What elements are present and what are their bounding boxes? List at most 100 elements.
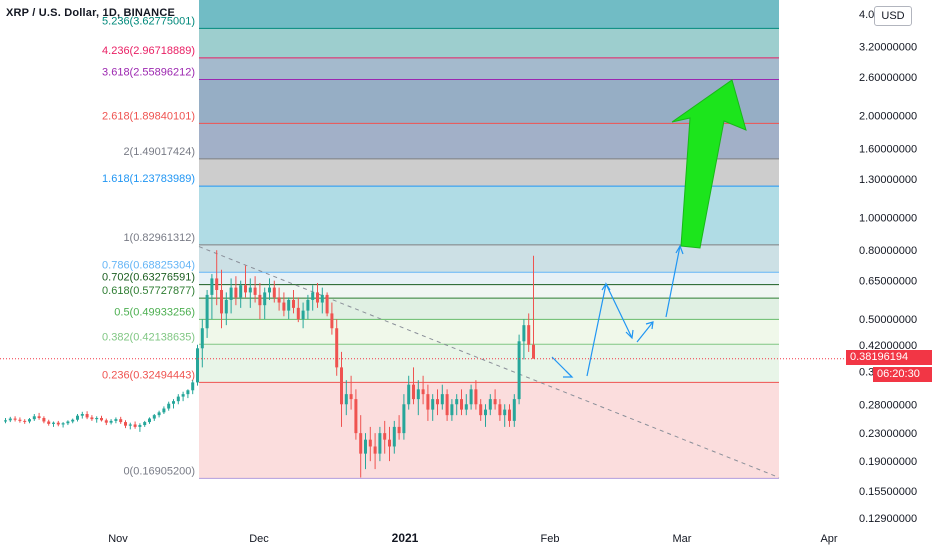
candle-body	[450, 404, 454, 416]
fib-level-label: 0.236(0.32494443)	[102, 369, 195, 381]
candle-body	[61, 423, 65, 425]
candle-body	[143, 422, 147, 426]
time-tick-label: Dec	[249, 533, 269, 545]
fib-level-label: 4.236(2.96718889)	[102, 45, 195, 57]
candle-body	[383, 433, 387, 440]
candle-body	[23, 420, 27, 422]
candles	[4, 250, 535, 478]
candle-body	[440, 394, 444, 405]
price-tick-label: 0.50000000	[859, 314, 917, 326]
candle-body	[47, 421, 51, 424]
candle-body	[436, 399, 439, 405]
candle-body	[344, 394, 348, 405]
candle-body	[292, 299, 295, 308]
candle-body	[90, 417, 94, 420]
trendline	[198, 246, 780, 478]
price-tick-label: 4.0	[859, 9, 874, 21]
candle-body	[133, 424, 137, 427]
fib-level-label: 2(1.49017424)	[123, 146, 195, 158]
candle-body	[316, 292, 319, 303]
candle-body	[181, 394, 185, 397]
candle-body	[80, 414, 84, 416]
candle-body	[464, 404, 468, 410]
fib-level-label: 0.5(0.49933256)	[114, 306, 195, 318]
fib-zone	[199, 244, 779, 273]
candle-body	[402, 404, 406, 434]
fib-level-label: 0.702(0.63276591)	[102, 272, 195, 284]
candle-body	[455, 399, 459, 405]
candle-body	[498, 404, 502, 416]
candle-body	[4, 420, 7, 422]
candle-body	[397, 426, 401, 434]
fib-zone	[199, 123, 779, 159]
candle-body	[205, 294, 209, 329]
fib-level-label: 0(0.16905200)	[123, 465, 195, 477]
projection-path	[551, 244, 684, 378]
price-tick-label: 0.42000000	[859, 340, 917, 352]
price-tick-label: 2.60000000	[859, 72, 917, 84]
last-price-tag: 0.38196194	[850, 351, 909, 363]
last-price-tag-bg	[846, 350, 932, 365]
fib-zone	[199, 298, 779, 320]
candle-body	[128, 424, 132, 426]
fib-zone	[199, 272, 779, 285]
currency-button[interactable]: USD	[874, 6, 912, 26]
symbol-title: XRP / U.S. Dollar, 1D, BINANCE	[6, 7, 176, 19]
projection-arrowhead	[563, 370, 574, 378]
candle-body	[493, 399, 497, 405]
candle-body	[152, 415, 156, 419]
price-tick-label: 0.80000000	[859, 245, 917, 257]
fibonacci-retracement: 0(0.16905200) 0.236(0.32494443) 0.382(0.42…	[102, 0, 779, 479]
candle-body	[196, 348, 199, 383]
candle-body	[148, 418, 151, 423]
candle-body	[76, 415, 79, 420]
candle-body	[320, 294, 324, 303]
fib-zone	[199, 57, 779, 80]
candle-body	[364, 439, 367, 454]
candle-body	[224, 299, 228, 314]
fib-zone	[199, 28, 779, 58]
fib-level-label: 2.618(1.89840101)	[102, 110, 195, 122]
price-axis: 4.0 3.20000000 2.60000000 2.00000000 1.60000…	[846, 0, 932, 550]
fib-level-label: 0.786(0.68825304)	[102, 259, 195, 271]
bullish-arrow	[671, 79, 747, 249]
price-tick-label: 3.20000000	[859, 42, 917, 54]
candle-body	[138, 425, 142, 427]
candle-body	[469, 389, 473, 405]
candle-body	[272, 287, 276, 298]
candle-body	[354, 399, 358, 434]
candle-body	[66, 421, 70, 424]
price-tick-label: 0.28000000	[859, 399, 917, 411]
candle-body	[268, 287, 271, 293]
fib-zone	[199, 284, 779, 299]
candle-body	[244, 285, 247, 293]
price-tick-label: 0.65000000	[859, 276, 917, 288]
candle-body	[18, 419, 22, 421]
price-tick-label: 0.19000000	[859, 456, 917, 468]
countdown-tag-bg	[873, 367, 932, 382]
candle-body	[172, 401, 175, 404]
projection-arrowhead	[601, 282, 611, 291]
candle-body	[431, 399, 435, 410]
candle-body	[114, 419, 118, 421]
candle-body	[71, 419, 75, 422]
time-tick-label: Feb	[541, 533, 560, 545]
candle-body	[220, 289, 223, 314]
candle-body	[52, 422, 55, 424]
price-tick-label: 1.30000000	[859, 174, 917, 186]
candle-body	[13, 418, 17, 420]
projection-arrowhead	[675, 244, 684, 255]
price-tick-label: 1.60000000	[859, 143, 917, 155]
time-tick-label: Mar	[673, 533, 692, 545]
candle-body	[445, 394, 449, 416]
fib-zone	[199, 0, 779, 29]
candle-body	[210, 278, 214, 295]
candle-body	[167, 403, 171, 409]
candle-body	[248, 287, 252, 293]
candle-body	[421, 389, 425, 395]
candle-body	[258, 294, 262, 306]
fib-level-label: 5.236(3.62775001)	[102, 15, 195, 27]
price-tick-label: 1.00000000	[859, 212, 917, 224]
